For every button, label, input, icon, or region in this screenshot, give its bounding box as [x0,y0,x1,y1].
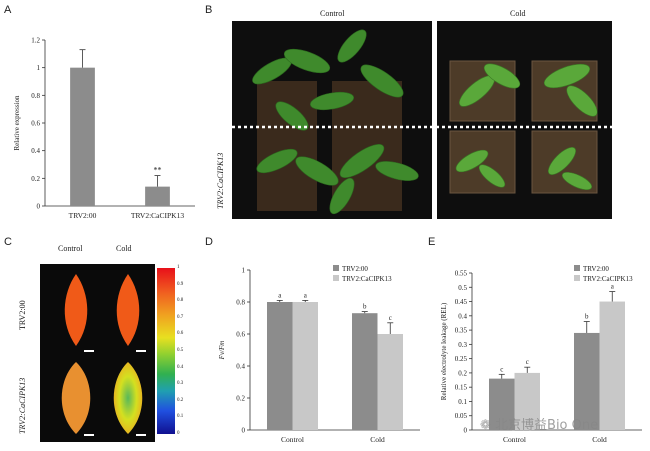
chart-d-y-tick-label: 0.8 [236,299,245,307]
scale-tick-label: 0.2 [177,397,184,403]
chart-e-y-tick-label: 0.35 [455,327,468,335]
scale-tick-label: 0.8 [177,298,184,304]
chart-e-significance-letter: c [500,365,503,373]
chart-a-significance-mark: ** [154,166,162,175]
chart-e-y-tick-label: 0.4 [458,312,467,320]
chart-d-y-tick-label: 1 [242,267,246,275]
chart-d-legend-label: TRV2:00 [342,265,368,273]
chart-e: 0 0.05 0.1 0.15 0.2 0.25 0.3 0.35 0.4 0.45 0.5 0.55… [440,265,642,444]
scale-tick-label: 0.9 [177,281,184,287]
chart-d-significance-letter: c [389,314,392,322]
chart-e-y-tick-label: 0.15 [455,384,468,392]
photo-c-row-cacipk13: TRV2:CaCIPK13 [18,377,27,434]
color-scale-ticks: 1 0.9 0.8 0.7 0.6 0.5 0.4 0.3 0.2 0.1 0 [177,264,195,442]
chart-e-legend-label: TRV2:CaCIPK13 [583,275,633,283]
chart-d-bar [292,302,318,430]
chart-e-legend-swatch [574,275,580,281]
chart-d-y-tick-label: 0.6 [236,331,245,339]
chart-a-x-tick-label: TRV2:CaCIPK13 [131,211,184,220]
chart-e-legend-label: TRV2:00 [583,265,609,273]
chart-a-y-tick-label: 0.8 [31,92,40,100]
chart-d-x-tick-label: Control [281,435,304,444]
chart-e-significance-letter: b [585,313,589,321]
scale-tick-label: 0 [177,431,180,436]
chart-e-y-tick-label: 0.2 [458,369,467,377]
chart-e-y-tick-label: 0.25 [455,355,468,363]
chart-e-y-tick-label: 0.5 [458,284,467,292]
chart-e-x-tick-label: Control [503,435,526,444]
chart-a-x-tick-label: TRV2:00 [69,211,97,220]
photo-b-col-control: Control [320,9,345,18]
chart-a-y-tick-label: 0.2 [31,175,40,183]
chart-d-y-axis-label: Fv/Fm [218,341,226,361]
chart-d-legend-swatch [333,275,339,281]
scale-tick-label: 0.7 [177,314,184,320]
leaf-fluorescence-images [40,264,155,442]
photo-c: Control Cold TRV2:00 TRV2:CaCIPK13 1 0.9 0… [18,244,195,442]
photo-c-col-control: Control [58,244,83,253]
panel-label-b: B [205,4,213,16]
scale-tick-label: 1 [177,265,180,270]
chart-d-y-tick-label: 0.2 [236,395,245,403]
chart-a-y-tick-label: 1.2 [31,37,40,45]
chart-a-y-axis-label: Relative expression [13,95,21,151]
chart-a-y-tick-label: 0 [37,203,41,211]
panel-label-d: D [205,236,213,248]
photo-b-row-trv200: TRV2:00 [216,73,225,103]
chart-a-y-tick-label: 1 [37,64,41,72]
watermark-icon: ❁ [480,418,496,433]
scale-tick-label: 0.4 [177,364,184,370]
chart-e-y-axis-label: Relative electrolyte leakage (REL) [440,302,448,400]
photo-b-col-cold: Cold [510,9,526,18]
chart-a-y-tick-label: 0.4 [31,147,40,155]
photo-c-col-cold: Cold [116,244,132,253]
chart-e-y-tick-label: 0.3 [458,341,467,349]
chart-e-y-tick-label: 0.45 [455,298,468,306]
chart-a: 0 0.2 0.4 0.6 0.8 1 1.2 Relative expression TRV2… [13,37,195,220]
chart-d-significance-letter: b [363,303,367,311]
chart-d-bar [267,302,293,430]
chart-d-legend-swatch [333,265,339,271]
chart-d-bar [352,313,378,430]
photo-b: Control Cold [216,9,612,219]
chart-d-x-tick-label: Cold [370,435,385,444]
photo-b-row-cacipk13: TRV2:CaCIPK13 [216,152,225,209]
chart-e-x-tick-label: Cold [592,435,607,444]
chart-e-bar [599,301,625,430]
chart-d-bar [377,334,403,430]
chart-d-legend-label: TRV2:CaCIPK13 [342,275,392,283]
photo-c-row-trv200: TRV2:00 [18,300,27,330]
watermark: ❁ 北京博益Bio One [480,414,598,433]
scale-tick-label: 0.6 [177,331,184,337]
chart-e-y-tick-label: 0 [464,427,468,435]
chart-d-significance-letter: a [304,291,308,299]
scale-tick-label: 0.5 [177,348,184,353]
chart-a-y-tick-label: 0.6 [31,120,40,128]
chart-d-y-tick-label: 0.4 [236,363,245,371]
color-scale-bar [157,268,175,434]
chart-e-legend-swatch [574,265,580,271]
chart-e-significance-letter: a [611,283,615,291]
panel-label-a: A [4,4,12,16]
plant-photos [232,21,612,219]
scale-tick-label: 0.1 [177,414,184,420]
chart-e-y-tick-label: 0.05 [455,412,468,420]
panel-label-c: C [4,236,12,248]
chart-e-y-tick-label: 0.1 [458,398,467,406]
chart-e-bar [574,332,600,430]
chart-e-y-tick-label: 0.55 [455,270,468,278]
chart-d: 0 0.2 0.4 0.6 0.8 1 Fv/Fm a a Control b c Cold TRV2:0… [218,265,420,444]
chart-e-bar [489,378,515,430]
chart-e-significance-letter: c [526,358,529,366]
chart-d-significance-letter: a [278,291,282,299]
watermark-text: 北京博益Bio One [495,418,599,433]
scale-tick-label: 0.3 [177,381,184,387]
chart-a-bar [145,186,170,206]
chart-e-bar [514,372,540,430]
chart-a-bar [70,67,95,206]
panel-label-e: E [428,236,436,248]
chart-d-y-tick-label: 0 [242,427,246,435]
